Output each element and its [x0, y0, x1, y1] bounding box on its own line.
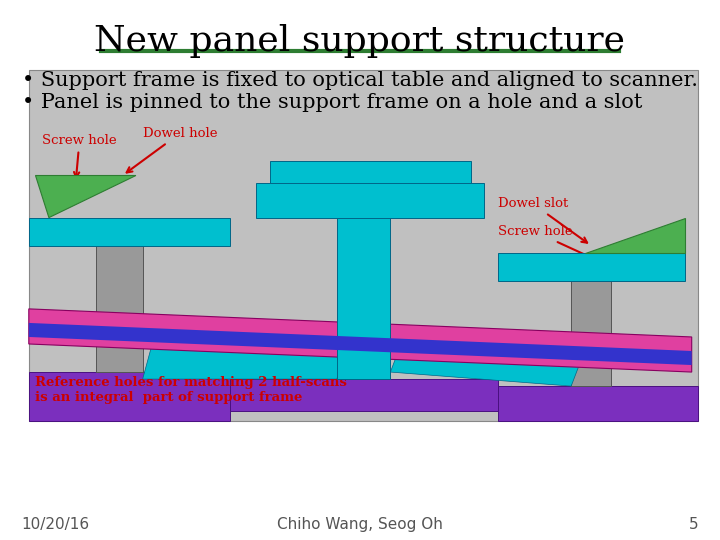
Text: Dowel hole: Dowel hole [127, 127, 217, 172]
Polygon shape [498, 253, 685, 281]
Polygon shape [29, 218, 230, 246]
Polygon shape [29, 372, 230, 421]
Polygon shape [270, 161, 471, 183]
Text: • Panel is pinned to the support frame on a hole and a slot: • Panel is pinned to the support frame o… [22, 93, 642, 112]
Text: Reference holes for matching 2 half-scans
is an integral  part of support frame: Reference holes for matching 2 half-scan… [35, 376, 347, 404]
Text: Chiho Wang, Seog Oh: Chiho Wang, Seog Oh [277, 517, 443, 532]
Text: Screw hole: Screw hole [498, 225, 607, 265]
Text: • Support frame is fixed to optical table and aligned to scanner.: • Support frame is fixed to optical tabl… [22, 71, 698, 90]
Polygon shape [96, 239, 143, 372]
Polygon shape [29, 309, 692, 372]
Polygon shape [585, 218, 685, 253]
Text: 10/20/16: 10/20/16 [22, 517, 90, 532]
Text: Screw hole: Screw hole [42, 134, 117, 178]
Polygon shape [35, 176, 136, 218]
Polygon shape [337, 218, 390, 379]
Polygon shape [29, 323, 692, 365]
Text: New panel support structure: New panel support structure [94, 24, 626, 58]
Text: 5: 5 [689, 517, 698, 532]
Polygon shape [143, 330, 350, 379]
FancyBboxPatch shape [29, 70, 698, 421]
Polygon shape [230, 379, 498, 410]
Polygon shape [498, 386, 698, 421]
Polygon shape [571, 281, 611, 386]
Polygon shape [390, 337, 585, 386]
Text: Dowel slot: Dowel slot [498, 197, 587, 242]
Polygon shape [256, 183, 484, 218]
